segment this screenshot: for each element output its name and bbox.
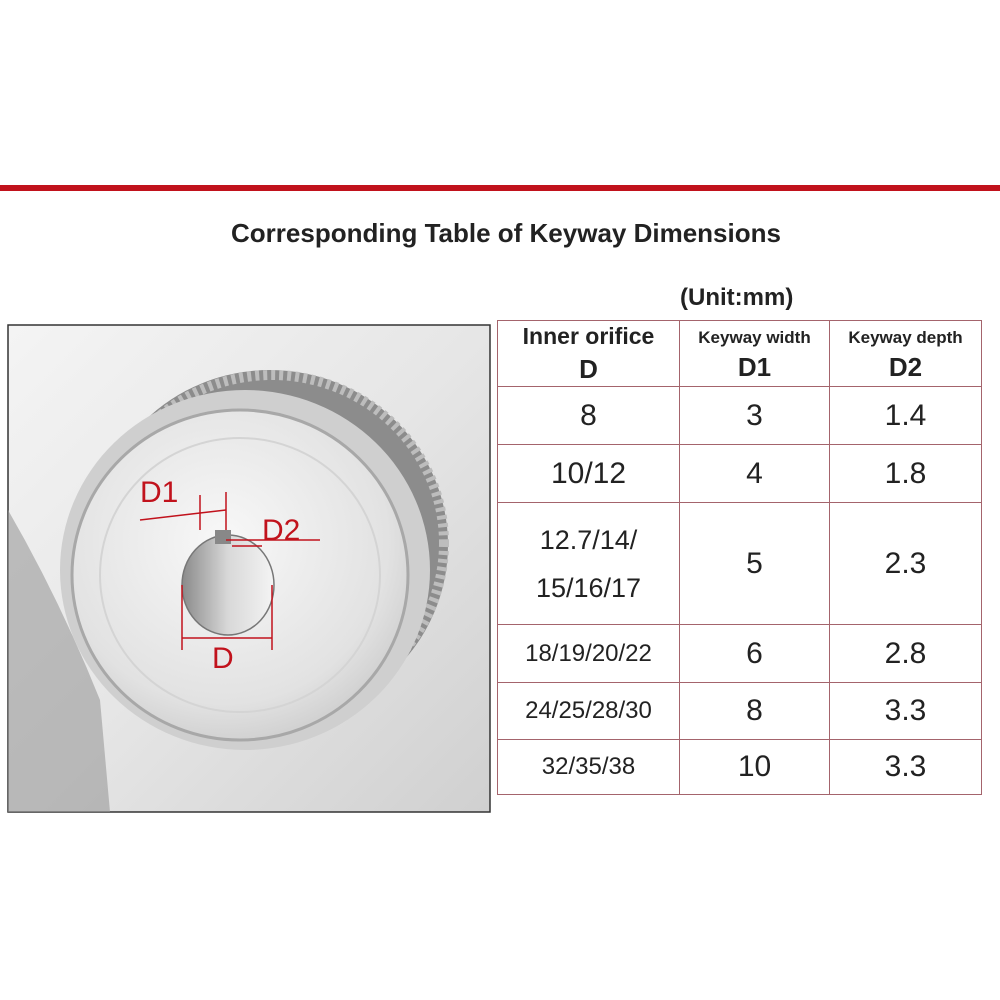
table-cell: 10/12	[497, 444, 680, 503]
table-row: 18/19/20/22 6 2.8	[497, 624, 982, 683]
table-cell: 4	[679, 444, 830, 503]
diagram-label: D	[212, 642, 234, 675]
table-cell: 12.7/14/15/16/17	[497, 502, 680, 625]
table-cell: 2.8	[829, 624, 982, 683]
cell-line: 15/16/17	[535, 572, 642, 603]
column-name: Keyway width	[698, 328, 811, 347]
table-cell: 32/35/38	[497, 739, 680, 795]
red-divider	[0, 185, 1000, 191]
table-row: 32/35/38 10 3.3	[497, 739, 982, 795]
table-cell: 10	[679, 739, 830, 795]
table-cell: 3.3	[829, 739, 982, 795]
pulley-photo: D1 D2 D	[7, 324, 491, 813]
title: Corresponding Table of Keyway Dimensions	[231, 218, 781, 248]
table-cell: 6	[679, 624, 830, 683]
keyway-table: Inner orifice D Keyway width D1 Keyway depth…	[497, 320, 982, 795]
table-cell: 5	[679, 502, 830, 625]
column-name: Keyway depth	[848, 328, 963, 347]
table-cell: 3	[679, 386, 830, 445]
table-cell: 3.3	[829, 682, 982, 740]
column-symbol: D1	[737, 352, 772, 382]
table-cell: 24/25/28/30	[497, 682, 680, 740]
table-row: 8 3 1.4	[497, 386, 982, 445]
table-cell: 1.4	[829, 386, 982, 445]
table-cell: 18/19/20/22	[497, 624, 680, 683]
column-header: Keyway depth D2	[829, 320, 982, 387]
table-cell: 2.3	[829, 502, 982, 625]
cell-line: 12.7/14/	[539, 524, 638, 555]
column-symbol: D2	[888, 352, 923, 382]
column-header: Inner orifice D	[497, 320, 680, 387]
table-row: 24/25/28/30 8 3.3	[497, 682, 982, 740]
unit-note: (Unit:mm)	[680, 284, 794, 311]
table-row: 10/12 4 1.8	[497, 444, 982, 503]
table-cell: 8	[497, 386, 680, 445]
diagram-label: D2	[262, 514, 300, 547]
column-name: Inner orifice	[522, 322, 655, 349]
column-header: Keyway width D1	[679, 320, 830, 387]
table-row: 12.7/14/15/16/17 5 2.3	[497, 502, 982, 625]
column-symbol: D	[579, 353, 598, 384]
table-cell: 1.8	[829, 444, 982, 503]
diagram-label: D1	[140, 476, 178, 509]
table-cell: 8	[679, 682, 830, 740]
